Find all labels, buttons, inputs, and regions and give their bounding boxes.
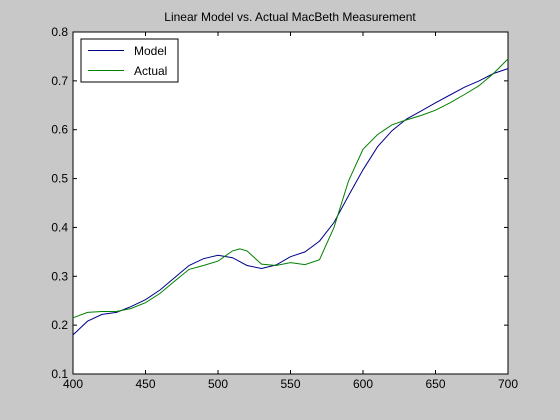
chart-title: Linear Model vs. Actual MacBeth Measurem…	[164, 10, 416, 24]
x-tick-label: 500	[208, 377, 228, 391]
plot-area	[72, 31, 509, 375]
x-tick-label: 450	[135, 377, 155, 391]
series-lines	[72, 58, 509, 336]
legend-label-model: Model	[134, 44, 167, 58]
y-tick-label: 0.8	[51, 25, 68, 39]
x-tick-label: 400	[63, 377, 83, 391]
y-tick-label: 0.5	[51, 172, 68, 186]
y-tick-label: 0.3	[51, 269, 68, 283]
series-line-actual	[72, 58, 509, 319]
series-line-model	[72, 68, 509, 336]
legend-box	[80, 38, 179, 83]
legend: Model Actual	[80, 38, 179, 83]
x-tick-label: 700	[498, 377, 518, 391]
x-tick-label: 550	[280, 377, 300, 391]
y-tick-label: 0.2	[51, 318, 68, 332]
y-tick-label: 0.6	[51, 123, 68, 137]
y-tick-label: 0.7	[51, 74, 68, 88]
y-tick-label: 0.1	[51, 367, 68, 381]
x-tick-label: 650	[425, 377, 445, 391]
legend-label-actual: Actual	[134, 64, 167, 78]
x-tick-label: 600	[353, 377, 373, 391]
axis-ticks: 400 450 500 550 600 650 700 0.1 0.2 0.3 0.4 0.5 0.6 0…	[51, 25, 518, 391]
y-tick-label: 0.4	[51, 220, 68, 234]
